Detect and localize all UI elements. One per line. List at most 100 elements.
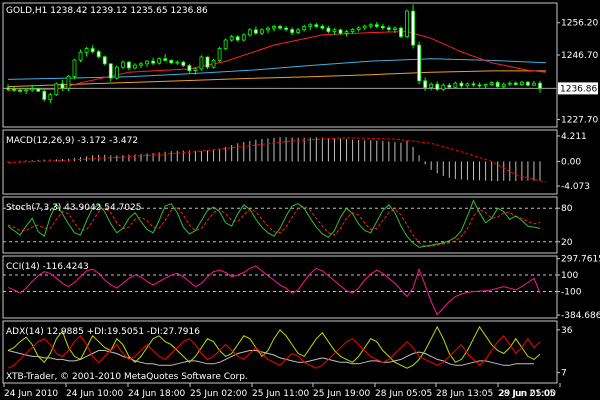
candle-body[interactable] xyxy=(84,48,89,53)
candle-body[interactable] xyxy=(441,84,446,90)
candle-body[interactable] xyxy=(169,60,174,64)
candle-body[interactable] xyxy=(465,83,470,87)
candle-body[interactable] xyxy=(241,34,246,41)
price-pane[interactable] xyxy=(2,2,558,128)
candle-body[interactable] xyxy=(12,88,16,91)
candle-body[interactable] xyxy=(42,90,47,100)
candle-body[interactable] xyxy=(489,82,494,85)
candle-body[interactable] xyxy=(374,24,379,27)
x-tick-label: 28 Jun 13:05 xyxy=(436,389,493,399)
candle-body[interactable] xyxy=(48,94,53,100)
candle-body[interactable] xyxy=(181,61,186,66)
candle-body[interactable] xyxy=(495,82,500,87)
candle-body[interactable] xyxy=(235,36,240,41)
candle-body[interactable] xyxy=(308,24,313,27)
candle-body[interactable] xyxy=(538,82,542,89)
candle-body[interactable] xyxy=(66,75,71,89)
candle-body[interactable] xyxy=(296,29,301,33)
candle-body[interactable] xyxy=(145,60,149,65)
candle-body[interactable] xyxy=(326,27,331,32)
candle-body[interactable] xyxy=(284,27,288,30)
candle-body[interactable] xyxy=(519,81,524,85)
candle-body[interactable] xyxy=(60,83,65,89)
candle-body[interactable] xyxy=(157,58,162,64)
candle-body[interactable] xyxy=(471,83,476,86)
candle-body[interactable] xyxy=(163,58,168,61)
stoch-pane[interactable] xyxy=(2,196,558,254)
candle-body[interactable] xyxy=(90,48,95,52)
candle-body[interactable] xyxy=(151,60,155,64)
candle-body[interactable] xyxy=(78,51,83,61)
candle-body[interactable] xyxy=(266,27,270,31)
candle-body[interactable] xyxy=(223,39,228,49)
candle-body[interactable] xyxy=(290,29,295,33)
candle-body[interactable] xyxy=(314,24,319,27)
candle-body[interactable] xyxy=(344,31,349,34)
candle-body[interactable] xyxy=(127,61,131,69)
candle-body[interactable] xyxy=(6,87,10,90)
cci-pane[interactable] xyxy=(2,255,558,319)
candle-body[interactable] xyxy=(477,84,482,87)
candle-body[interactable] xyxy=(399,27,403,38)
candle-body[interactable] xyxy=(393,27,397,30)
candle-body[interactable] xyxy=(72,59,77,77)
candle-body[interactable] xyxy=(247,29,252,36)
x-tick-label: 25 Jun 02:00 xyxy=(190,389,247,399)
candle-body[interactable] xyxy=(272,26,276,29)
candle-body[interactable] xyxy=(501,83,506,87)
candle-body[interactable] xyxy=(332,29,337,32)
candle-body[interactable] xyxy=(320,26,325,29)
y-tick-label: -384.686 xyxy=(561,311,600,321)
candle-body[interactable] xyxy=(193,68,198,72)
candle-body[interactable] xyxy=(205,56,210,68)
candle-body[interactable] xyxy=(423,80,428,88)
candle-body[interactable] xyxy=(513,82,518,85)
candle-body[interactable] xyxy=(302,26,307,31)
candle-body[interactable] xyxy=(108,63,113,79)
candle-body[interactable] xyxy=(253,29,258,34)
candle-body[interactable] xyxy=(483,84,488,87)
candle-body[interactable] xyxy=(199,56,204,70)
candle-body[interactable] xyxy=(139,63,143,66)
adx-pane[interactable] xyxy=(2,320,558,384)
candle-body[interactable] xyxy=(526,81,530,86)
candle-body[interactable] xyxy=(435,83,440,90)
candle-body[interactable] xyxy=(114,66,119,79)
candle-body[interactable] xyxy=(411,10,415,46)
candle-body[interactable] xyxy=(350,29,355,32)
candle-body[interactable] xyxy=(18,89,22,92)
candle-body[interactable] xyxy=(102,56,107,65)
candle-body[interactable] xyxy=(338,29,343,34)
candle-body[interactable] xyxy=(30,88,35,91)
candle-body[interactable] xyxy=(405,10,409,38)
candle-body[interactable] xyxy=(211,60,216,68)
candle-body[interactable] xyxy=(356,27,361,30)
candle-body[interactable] xyxy=(175,61,180,64)
candle-body[interactable] xyxy=(229,36,234,41)
macd-pane[interactable] xyxy=(2,129,558,195)
candle-body[interactable] xyxy=(459,82,464,87)
candle-body[interactable] xyxy=(532,82,536,86)
candle-body[interactable] xyxy=(36,88,41,92)
candle-body[interactable] xyxy=(96,51,101,58)
candle-body[interactable] xyxy=(120,61,125,68)
candle-body[interactable] xyxy=(24,89,29,92)
candle-body[interactable] xyxy=(187,65,192,72)
candle-body[interactable] xyxy=(417,44,421,82)
candle-body[interactable] xyxy=(453,82,458,88)
candle-body[interactable] xyxy=(380,26,385,29)
candle-body[interactable] xyxy=(217,48,222,61)
candle-body[interactable] xyxy=(362,25,367,29)
candle-body[interactable] xyxy=(447,84,452,88)
x-tick-label: 24 Jun 10:00 xyxy=(66,389,123,399)
candle-body[interactable] xyxy=(133,64,137,69)
candle-body[interactable] xyxy=(54,83,59,96)
candle-body[interactable] xyxy=(368,24,373,27)
candle-body[interactable] xyxy=(429,83,434,88)
candle-body[interactable] xyxy=(386,27,391,30)
candle-body[interactable] xyxy=(507,82,512,85)
adx-minus-di-line xyxy=(7,335,541,369)
candle-body[interactable] xyxy=(260,29,264,34)
candle-body[interactable] xyxy=(278,26,282,29)
